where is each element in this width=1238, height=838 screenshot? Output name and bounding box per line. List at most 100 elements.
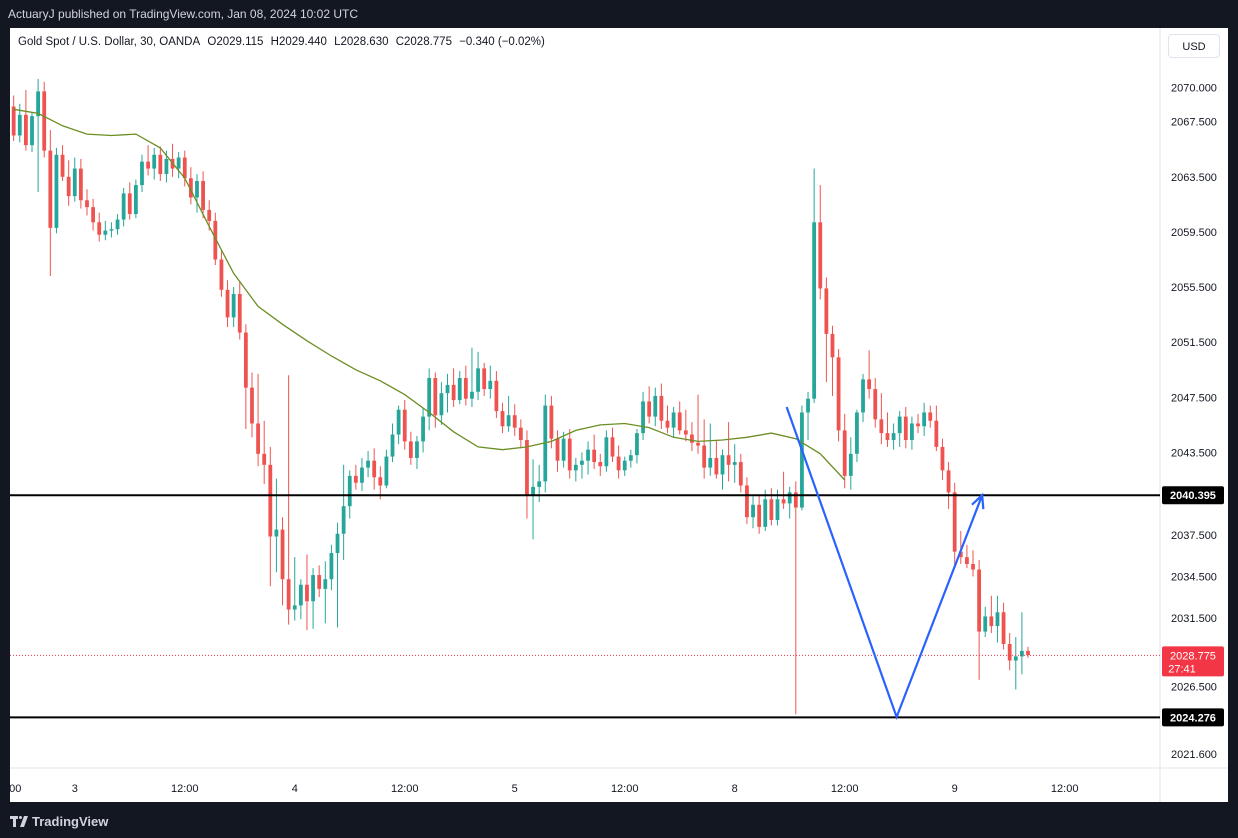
candle	[525, 430, 529, 519]
chart-frame: 2072.5002070.0002067.5002063.5002059.500…	[10, 28, 1228, 802]
candle	[415, 435, 419, 469]
candle-body	[42, 91, 47, 151]
candle	[262, 420, 267, 485]
price-tick-label: 2034.500	[1171, 571, 1217, 583]
candle-body	[415, 441, 419, 458]
candle	[445, 373, 450, 413]
candle	[543, 394, 548, 493]
candle	[555, 430, 560, 472]
tradingview-logo-text: TradingView	[32, 814, 109, 829]
currency-button[interactable]: USD	[1168, 34, 1220, 58]
moving-average-line	[13, 108, 846, 481]
candle	[188, 167, 193, 205]
projection-drawing	[785, 406, 985, 721]
horizontal-levels-group	[10, 494, 1160, 719]
candle	[195, 174, 199, 213]
candle	[219, 249, 224, 297]
candle	[916, 413, 920, 434]
candle-body	[48, 150, 53, 228]
candle-body	[671, 412, 676, 428]
candle-body	[702, 445, 707, 468]
candle	[842, 413, 847, 489]
candle	[891, 423, 896, 450]
candle-body	[1020, 650, 1024, 657]
candle-body	[231, 293, 236, 318]
candle	[353, 464, 358, 490]
candle	[109, 222, 114, 238]
candle	[170, 143, 175, 177]
price-chart[interactable]: 2072.5002070.0002067.5002063.5002059.500…	[10, 28, 1228, 802]
candle-body	[305, 584, 309, 602]
price-tick-label: 2037.500	[1171, 530, 1217, 542]
candle-body	[781, 499, 786, 504]
candle-body	[775, 499, 780, 520]
candle-body	[506, 415, 511, 427]
time-tick-label: 9	[952, 783, 958, 795]
tradingview-logo[interactable]: TradingView	[10, 814, 108, 829]
candle-body	[873, 389, 878, 420]
time-axis: :00 3 12:00 4 12:00 5 12:00 8 12:00 9 12:00	[10, 783, 1078, 795]
candle-body	[372, 460, 377, 478]
candle	[531, 459, 535, 540]
candle-body	[604, 437, 609, 467]
candle	[598, 453, 603, 476]
candle-body	[408, 441, 413, 458]
candles-group	[11, 78, 1030, 715]
candle-body	[800, 412, 804, 508]
candle	[610, 427, 615, 463]
candle	[115, 214, 120, 235]
candle-body	[250, 387, 254, 424]
candle-body	[751, 504, 755, 518]
candle	[696, 394, 700, 454]
ohlc-low: L2028.630	[334, 36, 389, 48]
candle-body	[390, 434, 395, 457]
candle-body	[256, 423, 260, 454]
candle	[738, 453, 743, 493]
candle-body	[439, 393, 444, 416]
candle-body	[329, 553, 334, 580]
candle	[48, 129, 53, 277]
candle	[451, 368, 456, 407]
candle	[732, 444, 737, 483]
candle	[133, 179, 138, 219]
candle-body	[341, 506, 346, 534]
candle-body	[573, 464, 578, 471]
candle-body	[500, 411, 505, 427]
candle	[372, 448, 377, 490]
candle	[36, 78, 41, 192]
candle-body	[72, 168, 77, 197]
candle	[977, 559, 982, 680]
symbol-legend[interactable]: Gold Spot / U.S. Dollar, 30, OANDA O2029…	[18, 36, 549, 48]
candle-body	[219, 259, 224, 290]
candle	[140, 154, 144, 192]
candle	[305, 554, 309, 631]
candle	[903, 406, 908, 449]
candle	[824, 277, 829, 383]
candle	[1020, 612, 1024, 675]
candle	[201, 171, 205, 219]
candle-body	[470, 391, 474, 399]
candle	[781, 471, 786, 509]
candle-body	[610, 437, 615, 457]
candle	[708, 423, 713, 476]
candle-body	[934, 420, 939, 447]
candle-body	[286, 579, 291, 610]
candle-body	[396, 409, 401, 435]
candle	[573, 457, 578, 482]
candle-body	[971, 564, 975, 570]
candle-body	[738, 462, 743, 486]
candle-body	[1013, 656, 1018, 661]
candle-body	[115, 219, 120, 230]
candle-body	[292, 605, 297, 610]
candle-body	[836, 357, 841, 431]
candle	[421, 408, 425, 453]
candle-body	[628, 455, 633, 461]
level-price-label: 2040.395	[1170, 490, 1216, 502]
price-tick-label: 2070.000	[1171, 82, 1217, 94]
bar-countdown-label: 27:41	[1168, 663, 1196, 675]
time-tick-label: 12:00	[1051, 783, 1079, 795]
candle-body	[665, 420, 670, 428]
candle	[54, 147, 59, 234]
level-price-badge	[1162, 708, 1224, 727]
candle	[366, 451, 370, 478]
